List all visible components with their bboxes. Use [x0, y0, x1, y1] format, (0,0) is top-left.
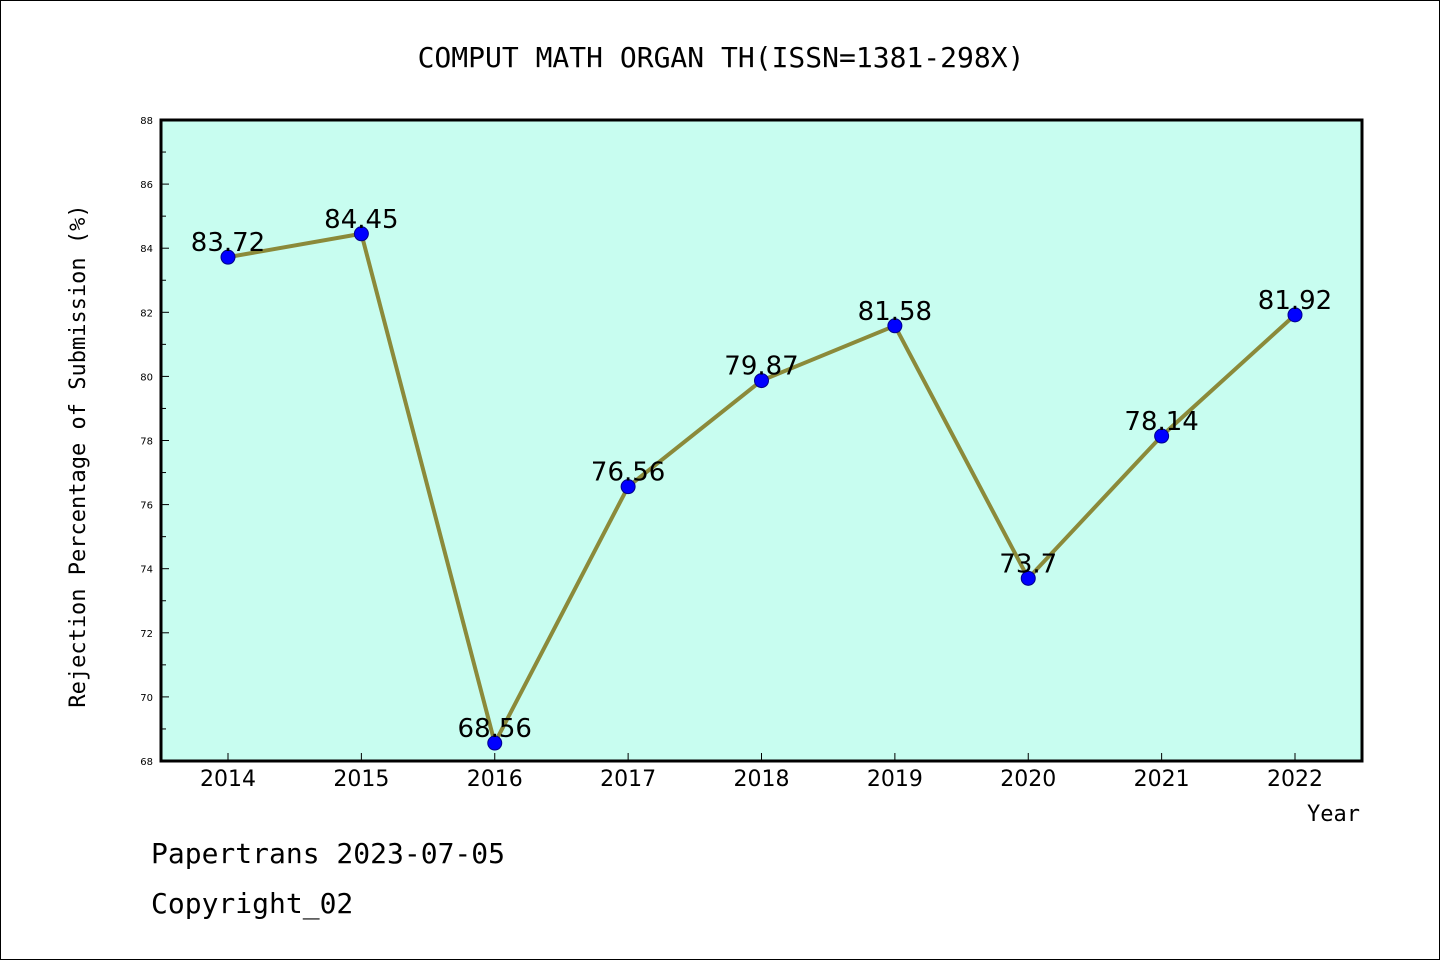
data-labels: 83.72 84.45 68.56 76.56 79.87 81.58 73.7 78.14 8… — [191, 205, 1332, 744]
y-tick-label: 86 — [140, 180, 153, 191]
x-tick-label: 2022 — [1267, 767, 1323, 792]
x-tick-label: 2021 — [1134, 767, 1190, 792]
data-point — [353, 226, 369, 242]
y-axis: 68 70 72 74 76 78 80 82 84 86 88 — [140, 116, 169, 768]
data-label: 84.45 — [324, 205, 398, 235]
x-tick-label: 2019 — [867, 767, 923, 792]
x-tick-label: 2017 — [600, 767, 656, 792]
y-tick-label: 84 — [140, 244, 153, 255]
chart-title: COMPUT MATH ORGAN TH(ISSN=1381-298X) — [418, 41, 1025, 74]
data-point — [487, 735, 503, 751]
x-tick-label: 2018 — [734, 767, 790, 792]
x-tick-label: 2014 — [200, 767, 256, 792]
y-tick-label: 88 — [140, 116, 153, 127]
series-group — [220, 226, 1303, 751]
footer-date-text: Papertrans 2023-07-05 — [151, 837, 506, 870]
data-label: 79.87 — [724, 352, 798, 382]
data-point — [1287, 307, 1303, 323]
data-label: 78.14 — [1124, 407, 1198, 437]
x-tick-label: 2016 — [467, 767, 523, 792]
y-tick-label: 80 — [140, 372, 153, 383]
data-point — [620, 479, 636, 495]
x-tick-label: 2020 — [1000, 767, 1056, 792]
data-label: 73.7 — [999, 549, 1057, 579]
data-label: 68.56 — [458, 714, 532, 744]
y-axis-label: Rejection Percentage of Submission (%) — [66, 204, 91, 707]
y-tick-label: 70 — [140, 693, 153, 704]
data-point — [220, 249, 236, 265]
data-label: 83.72 — [191, 228, 265, 258]
data-point — [754, 373, 769, 389]
x-axis: 2014 2015 2016 2017 2018 2019 2020 2021 2022 — [200, 753, 1323, 792]
y-tick-label: 76 — [140, 501, 153, 512]
x-axis-label: Year — [1307, 802, 1360, 827]
data-label: 76.56 — [591, 458, 665, 488]
data-label: 81.92 — [1258, 286, 1332, 316]
y-tick-label: 74 — [140, 565, 153, 576]
y-tick-label: 72 — [140, 629, 153, 640]
footer-copyright-text: Copyright_02 — [151, 887, 354, 920]
data-label: 81.58 — [858, 297, 932, 327]
x-tick-label: 2015 — [333, 767, 389, 792]
y-tick-label: 78 — [140, 437, 153, 448]
y-tick-label: 82 — [140, 308, 153, 319]
data-point — [1154, 428, 1170, 444]
y-tick-label: 68 — [140, 757, 153, 768]
data-point — [887, 318, 903, 334]
data-point — [1020, 570, 1036, 586]
